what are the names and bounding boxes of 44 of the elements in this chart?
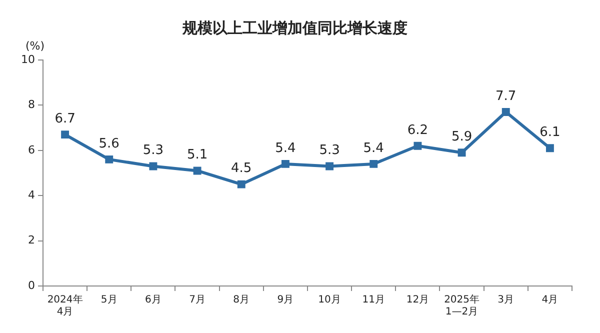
point	[61, 130, 70, 139]
point	[414, 142, 422, 150]
x-tick-label: 11月	[362, 294, 385, 306]
data-label: 5.9	[451, 130, 472, 145]
point	[193, 166, 202, 175]
point	[149, 162, 158, 170]
point	[326, 162, 334, 170]
x-tick-label: 5月	[100, 294, 118, 306]
point	[281, 160, 290, 168]
point	[237, 180, 246, 188]
point	[370, 160, 378, 168]
data-label: 6.7	[54, 111, 76, 126]
x-tick-label: 6月	[145, 294, 162, 306]
x-tick-label: 3月	[498, 294, 514, 306]
y-tick-label: 0	[28, 278, 35, 292]
point	[105, 155, 114, 164]
x-tick-label: 12月	[406, 294, 430, 306]
data-label: 5.4	[275, 140, 296, 156]
y-tick-label: 4	[28, 188, 35, 202]
x-tick-label: 8月	[233, 294, 250, 306]
y-axis-title: (%)	[25, 39, 45, 52]
x-tick-label: 9月	[277, 294, 294, 306]
data-label: 5.4	[363, 140, 384, 156]
point	[502, 108, 510, 116]
x-tick-label: 10月	[318, 294, 341, 306]
y-tick-label: 6	[28, 143, 35, 156]
point	[458, 148, 466, 157]
x-tick-label: 2025年 1—2月	[444, 294, 480, 318]
x-tick-label: 7月	[189, 294, 206, 306]
point	[546, 144, 554, 152]
data-label: 6.2	[407, 122, 428, 138]
y-tick-label: 2	[28, 234, 35, 247]
data-label: 5.6	[98, 136, 120, 152]
y-tick-label: 8	[28, 98, 35, 112]
x-tick-label: 4月	[542, 294, 558, 306]
data-label: 5.1	[186, 148, 208, 163]
data-label: 5.3	[319, 143, 340, 158]
data-label: 5.3	[142, 143, 164, 158]
data-label: 4.5	[231, 161, 252, 176]
y-tick-label: 10	[20, 52, 35, 66]
x-tick-label: 2024年 4月	[47, 294, 83, 318]
chart-title: 规模以上工业增加值同比增长速度	[182, 18, 408, 37]
data-label: 7.7	[496, 88, 516, 104]
data-label: 6.1	[540, 125, 560, 140]
